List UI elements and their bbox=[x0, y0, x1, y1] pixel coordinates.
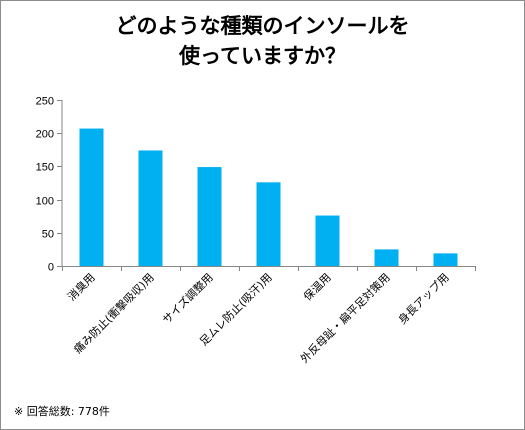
category-label-5: 保温用 bbox=[300, 270, 333, 303]
y-tick-label: 100 bbox=[36, 196, 54, 208]
y-tick-label: 250 bbox=[36, 96, 54, 108]
chart-title-line-1: どのような種類のインソールを bbox=[115, 14, 410, 38]
y-tick-label: 0 bbox=[48, 262, 54, 274]
y-tick-label: 200 bbox=[36, 129, 54, 141]
bar-3 bbox=[197, 167, 222, 266]
bar-2 bbox=[138, 150, 163, 266]
y-tick-label: 150 bbox=[36, 162, 54, 174]
response-count-note: ※ 回答総数: 778件 bbox=[14, 405, 110, 418]
chart-title: どのような種類のインソールを 使っていますか？ bbox=[1, 11, 524, 71]
bar-4 bbox=[256, 182, 281, 266]
bar-1 bbox=[79, 128, 104, 266]
y-tick-label: 50 bbox=[42, 229, 54, 241]
bar-6 bbox=[374, 249, 399, 266]
category-label-7: 身長アップ用 bbox=[395, 270, 452, 327]
bar-5 bbox=[315, 215, 340, 266]
chart-title-line-2: 使っていますか？ bbox=[179, 44, 346, 68]
category-label-1: 消臭用 bbox=[64, 270, 97, 303]
bar-7 bbox=[433, 253, 458, 266]
category-label-3: サイズ調整用 bbox=[159, 270, 215, 326]
